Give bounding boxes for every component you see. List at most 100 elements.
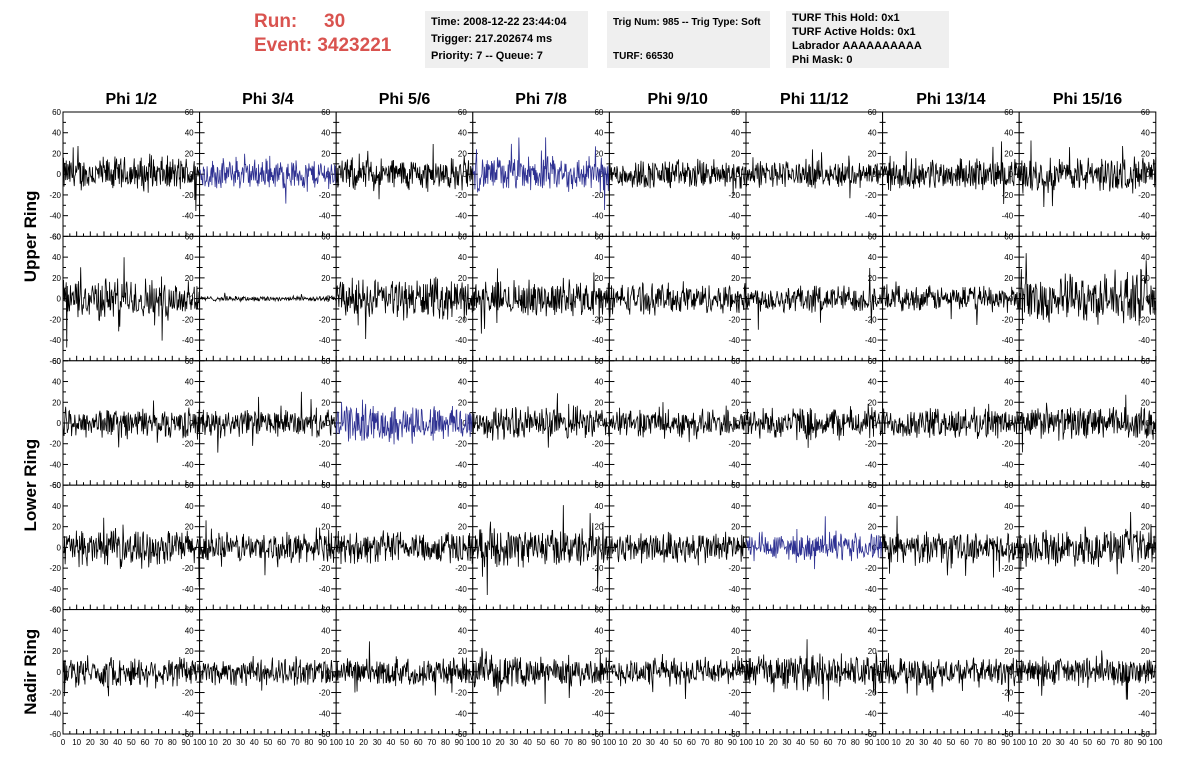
x-tick-label: 90 <box>455 738 464 747</box>
y-tick-label: -60 <box>455 730 467 739</box>
y-tick-label: 60 <box>1004 108 1013 117</box>
y-tick-label: 20 <box>52 398 61 407</box>
y-tick-label: 40 <box>868 378 877 387</box>
x-tick-label: 60 <box>1097 738 1106 747</box>
x-tick-label: 100 <box>193 738 207 747</box>
y-tick-label: -40 <box>728 585 740 594</box>
waveform-trace <box>199 292 337 303</box>
y-tick-label: 40 <box>868 253 877 262</box>
y-tick-label: -40 <box>319 585 331 594</box>
y-tick-label: 0 <box>57 668 62 677</box>
y-tick-label: 0 <box>736 419 741 428</box>
event-row: Event: 3423221 <box>254 34 391 58</box>
y-tick-label: 60 <box>731 606 740 615</box>
y-tick-label: -20 <box>1138 564 1150 573</box>
waveform-trace <box>882 515 1020 578</box>
y-tick-label: -20 <box>182 689 194 698</box>
y-tick-label: -40 <box>49 212 61 221</box>
y-tick-label: 40 <box>1141 129 1150 138</box>
y-tick-label: -20 <box>728 564 740 573</box>
y-tick-label: -20 <box>1138 315 1150 324</box>
y-tick-label: 60 <box>52 357 61 366</box>
trignum-text: Trig Num: 985 -- Trig Type: Soft <box>613 17 761 28</box>
y-tick-label: -40 <box>455 709 467 718</box>
y-tick-label: -20 <box>592 440 604 449</box>
x-tick-label: 40 <box>660 738 669 747</box>
y-tick-label: 20 <box>731 398 740 407</box>
x-tick-label: 30 <box>783 738 792 747</box>
run-row: Run: 30 <box>254 10 391 34</box>
waveform-trace <box>472 137 610 211</box>
y-tick-label: -40 <box>182 336 194 345</box>
waveform-trace <box>335 641 474 696</box>
x-tick-label: 90 <box>318 738 327 747</box>
y-tick-label: 0 <box>872 170 877 179</box>
y-tick-label: 40 <box>185 253 194 262</box>
column-title: Phi 15/16 <box>1053 91 1122 108</box>
y-tick-label: 40 <box>52 378 61 387</box>
y-tick-label: 20 <box>594 647 603 656</box>
x-tick-label: 20 <box>632 738 641 747</box>
column-title: Phi 1/2 <box>106 91 158 108</box>
waveform-trace <box>472 647 610 704</box>
x-tick-label: 50 <box>537 738 546 747</box>
x-tick-label: 10 <box>755 738 764 747</box>
waveform-trace <box>882 652 1020 702</box>
y-tick-label: 0 <box>462 170 467 179</box>
y-tick-label: 40 <box>731 502 740 511</box>
y-tick-label: 20 <box>1004 523 1013 532</box>
y-tick-label: -60 <box>49 232 61 241</box>
y-tick-label: 60 <box>594 357 603 366</box>
x-tick-label: 50 <box>400 738 409 747</box>
y-tick-label: -20 <box>1138 440 1150 449</box>
column-title: Phi 3/4 <box>242 91 294 108</box>
x-tick-label: 80 <box>168 738 177 747</box>
y-tick-label: -20 <box>455 440 467 449</box>
y-tick-label: 0 <box>1145 419 1150 428</box>
y-tick-label: -60 <box>49 357 61 366</box>
waveform-trace <box>882 403 1020 439</box>
x-tick-label: 60 <box>960 738 969 747</box>
y-tick-label: 60 <box>1141 481 1150 490</box>
y-tick-label: 20 <box>868 647 877 656</box>
y-tick-label: 60 <box>868 108 877 117</box>
y-tick-label: -20 <box>592 191 604 200</box>
x-tick-label: 90 <box>1138 738 1147 747</box>
y-tick-label: 20 <box>594 523 603 532</box>
y-tick-label: -20 <box>49 689 61 698</box>
y-tick-label: 40 <box>185 626 194 635</box>
x-tick-label: 80 <box>304 738 313 747</box>
x-tick-label: 50 <box>127 738 136 747</box>
y-tick-label: 40 <box>731 129 740 138</box>
y-tick-label: 40 <box>321 129 330 138</box>
y-tick-label: 40 <box>1141 253 1150 262</box>
y-tick-label: 60 <box>1141 108 1150 117</box>
y-tick-label: 20 <box>185 647 194 656</box>
y-tick-label: -20 <box>319 315 331 324</box>
y-tick-label: 40 <box>52 129 61 138</box>
y-tick-label: -20 <box>592 315 604 324</box>
priority-text: Priority: 7 -- Queue: 7 <box>431 50 543 62</box>
x-tick-label: 40 <box>523 738 532 747</box>
y-tick-label: 40 <box>321 626 330 635</box>
waveform-trace <box>199 520 337 576</box>
x-tick-label: 30 <box>509 738 518 747</box>
column-title: Phi 5/6 <box>379 91 431 108</box>
x-tick-label: 20 <box>86 738 95 747</box>
y-tick-label: 60 <box>321 606 330 615</box>
y-tick-label: 20 <box>52 274 61 283</box>
y-tick-label: 20 <box>594 149 603 158</box>
waveform-trace <box>472 393 610 448</box>
y-tick-label: 20 <box>458 149 467 158</box>
x-tick-label: 80 <box>714 738 723 747</box>
y-tick-label: -60 <box>1138 730 1150 739</box>
y-tick-label: 60 <box>594 108 603 117</box>
waveform-trace <box>1018 511 1157 575</box>
